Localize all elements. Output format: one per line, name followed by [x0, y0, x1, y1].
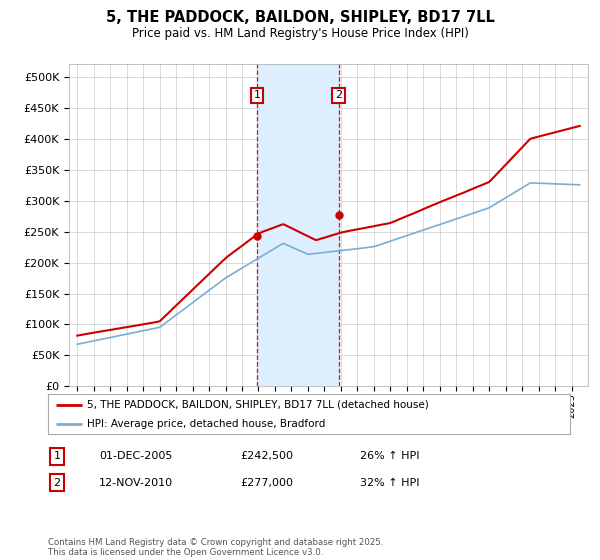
Text: 5, THE PADDOCK, BAILDON, SHIPLEY, BD17 7LL: 5, THE PADDOCK, BAILDON, SHIPLEY, BD17 7…	[106, 10, 494, 25]
Text: 2: 2	[53, 478, 61, 488]
Text: 01-DEC-2005: 01-DEC-2005	[99, 451, 172, 461]
Text: Price paid vs. HM Land Registry's House Price Index (HPI): Price paid vs. HM Land Registry's House …	[131, 27, 469, 40]
Text: 12-NOV-2010: 12-NOV-2010	[99, 478, 173, 488]
Text: 1: 1	[254, 90, 260, 100]
Text: £242,500: £242,500	[240, 451, 293, 461]
Text: £277,000: £277,000	[240, 478, 293, 488]
Text: Contains HM Land Registry data © Crown copyright and database right 2025.
This d: Contains HM Land Registry data © Crown c…	[48, 538, 383, 557]
Text: 5, THE PADDOCK, BAILDON, SHIPLEY, BD17 7LL (detached house): 5, THE PADDOCK, BAILDON, SHIPLEY, BD17 7…	[87, 400, 429, 410]
Text: 26% ↑ HPI: 26% ↑ HPI	[360, 451, 419, 461]
Text: 32% ↑ HPI: 32% ↑ HPI	[360, 478, 419, 488]
Bar	[257, 64, 339, 386]
Text: 1: 1	[53, 451, 61, 461]
Text: 2: 2	[335, 90, 342, 100]
Text: HPI: Average price, detached house, Bradford: HPI: Average price, detached house, Brad…	[87, 419, 326, 429]
